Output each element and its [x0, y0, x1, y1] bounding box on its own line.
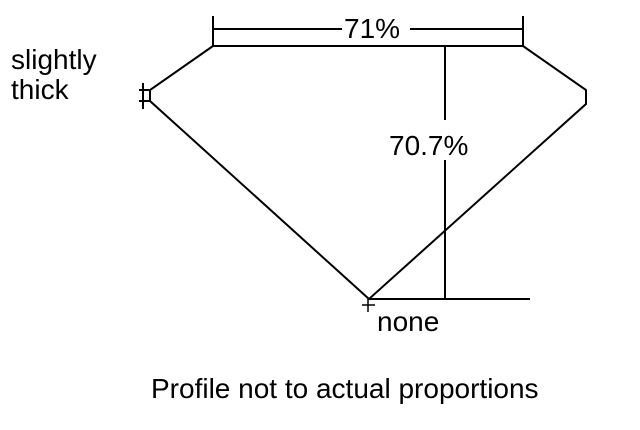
girdle-label-line1: slightly: [11, 44, 97, 75]
table-percent-label: 71%: [344, 13, 401, 44]
depth-percent-label: 70.7%: [389, 130, 469, 161]
culet-label: none: [377, 306, 440, 337]
gem-outline: [149, 45, 587, 301]
girdle-label-line2: thick: [11, 74, 69, 105]
caption: Profile not to actual proportions: [151, 373, 539, 404]
